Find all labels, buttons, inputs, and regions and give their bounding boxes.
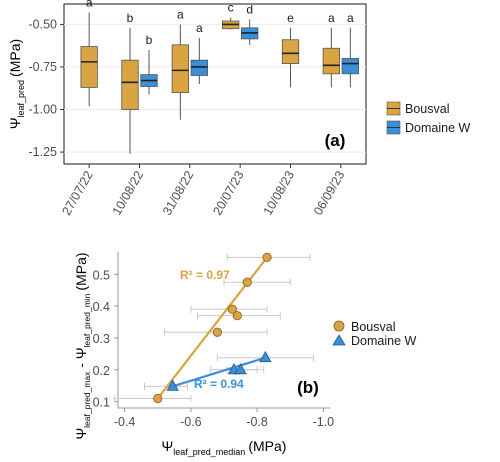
panel-a-gridlines [64, 23, 366, 153]
panel-b-bousval-point-0 [153, 393, 163, 404]
panel-b-points [153, 252, 272, 404]
panel-b-domaine-w-point-2 [234, 362, 247, 375]
panel-b-bousval-point-4 [242, 277, 252, 287]
panel-b-plot-area [118, 252, 330, 408]
panel-a-bousval-box-1-letter: b [127, 11, 134, 25]
panel-a-ylabel-unit: (MPa) [7, 39, 23, 77]
panel-b-y-tick-label-1: 0.2 [93, 364, 110, 378]
panel-b-y-tick-label-4: 0.5 [93, 268, 110, 282]
panel-b-domaine-w-point-0 [166, 379, 179, 391]
legend-b-marker-bousval [333, 320, 345, 332]
panel-b-bousval-point-1 [212, 327, 222, 337]
panel-a-y-tick-label-1: -0.75 [29, 60, 58, 74]
panel-a-domaine-w-box-1 [190, 59, 208, 76]
legend-a-label-domaine-w: Domaine W [405, 121, 470, 135]
panel-b-y-axis-label: Ψleaf_pred_max - Ψleaf_pred_min (MPa) [73, 252, 92, 439]
panel-b-xlabel-sub: leaf_pred_median [173, 447, 245, 457]
panel-a-x-tick-label-3: 20/07/23 [210, 168, 246, 217]
panel-a-bousval-box-2 [171, 44, 189, 93]
panel-a-bousval-box-4 [281, 39, 300, 64]
panel-a-ylabel-psi: Ψ [7, 117, 23, 129]
panel-b-ticks: -0.4 -0.6 -0.8 -1.0 0.1 0.2 0.3 0.4 0.5 [93, 268, 335, 429]
panel-a-bousval-box-4-letter: e [287, 11, 294, 25]
panel-b-ylabel-mid: - Ψ [73, 347, 89, 371]
panel-b-ylabel-unit: (MPa) [73, 252, 89, 290]
panel-b-bousval-point-3 [232, 311, 242, 321]
panel-a-bousval-box-0-letter: a [86, 0, 93, 10]
panel-b-bousval-point-2 [227, 304, 237, 314]
panel-a-bousval-box-1 [121, 59, 139, 110]
panel-a-bousval-box-0 [80, 46, 98, 88]
panel-a-label: (a) [325, 131, 346, 150]
panel-b-ylabel-sub1: leaf_pred_max [82, 371, 92, 428]
panel-b-xlabel-psi: Ψ [162, 438, 174, 454]
panel-a-y-tick-label-2: -1.00 [29, 103, 58, 117]
panel-a-legend: Bousval Domaine W [386, 101, 470, 135]
panel-a-bousval-box-5 [322, 47, 340, 75]
panel-a-chart: a b a c e a b a d a -0.50 -0.75 -1.00 -1.25 27/07/22… [7, 0, 470, 218]
panel-a-x-tick-label-1: 10/08/22 [110, 168, 146, 217]
panel-b-y-tick-label-2: 0.3 [93, 332, 110, 346]
panel-b-x-tick-label-1: -0.6 [180, 415, 202, 429]
panel-a-domaine-w-box-2-letter: d [246, 2, 253, 16]
panel-b-x-tick-label-0: -0.4 [114, 415, 136, 429]
panel-b-x-axis-label: Ψleaf_pred_median (MPa) [162, 438, 287, 457]
panel-b-ylabel-psi1: Ψ [73, 428, 89, 440]
panel-a-domaine-w-box-0-letter: b [146, 33, 153, 47]
panel-a-ylabel-sub: leaf_pred [16, 80, 26, 118]
panel-b-y-tick-label-3: 0.4 [93, 300, 110, 314]
panel-a-x-tick-label-0: 27/07/22 [59, 168, 95, 217]
panel-a-x-tick-label-2: 31/08/22 [160, 168, 196, 217]
panel-a-bousval-box-2-letter: a [177, 7, 184, 21]
panel-b-bousval-point-5 [262, 252, 272, 263]
panel-a-bousval-box-5-letter: a [328, 11, 335, 25]
panel-b-r2-bousval: R² = 0.97 [180, 268, 230, 282]
panel-a-x-tick-label-4: 10/08/23 [261, 168, 297, 217]
panel-a-boxes: a b a c e a b a d a [80, 0, 359, 154]
panel-b-chart: -0.4 -0.6 -0.8 -1.0 0.1 0.2 0.3 0.4 0.5 R² = 0.9… [73, 252, 416, 457]
panel-b-legend: Bousval Domaine W [332, 320, 416, 348]
panel-b-r2-domaine-w: R² = 0.94 [194, 377, 244, 391]
panel-a-plot-border [63, 3, 367, 165]
panel-a-y-ticks: -0.50 -0.75 -1.00 -1.25 [29, 17, 64, 159]
panel-a-x-ticks: 27/07/22 10/08/22 31/08/22 20/07/23 10/08/23… [59, 164, 347, 218]
legend-b-marker-domaine-w [332, 334, 346, 346]
panel-a-domaine-w-box-3-letter: a [347, 11, 354, 25]
panel-a-bousval-box-3-letter: c [228, 1, 234, 15]
panel-b-x-tick-label-2: -0.8 [246, 415, 268, 429]
panel-b-domaine-w-fit-line [172, 356, 266, 388]
panel-a-y-axis-label: Ψleaf_pred (MPa) [7, 39, 26, 129]
panel-b-ylabel-sub2: leaf_pred_min [82, 293, 92, 347]
panel-b-label: (b) [297, 378, 319, 397]
panel-a-domaine-w-box-1-letter: a [196, 21, 203, 35]
panel-a-y-tick-label-3: -1.25 [29, 145, 58, 159]
panel-a-domaine-w-box-3 [341, 58, 359, 75]
legend-b-label-bousval: Bousval [351, 320, 395, 334]
panel-b-domaine-w-point-3 [259, 350, 272, 363]
panel-b-xlabel-unit: (MPa) [248, 438, 286, 454]
panel-b-x-tick-label-3: -1.0 [313, 415, 335, 429]
legend-b-label-domaine-w: Domaine W [351, 334, 416, 348]
legend-a-label-bousval: Bousval [405, 102, 449, 116]
panel-a-x-tick-label-5: 06/09/23 [311, 168, 347, 217]
panel-a-y-tick-label-0: -0.50 [29, 17, 58, 31]
panel-b-y-tick-label-0: 0.1 [93, 396, 110, 410]
